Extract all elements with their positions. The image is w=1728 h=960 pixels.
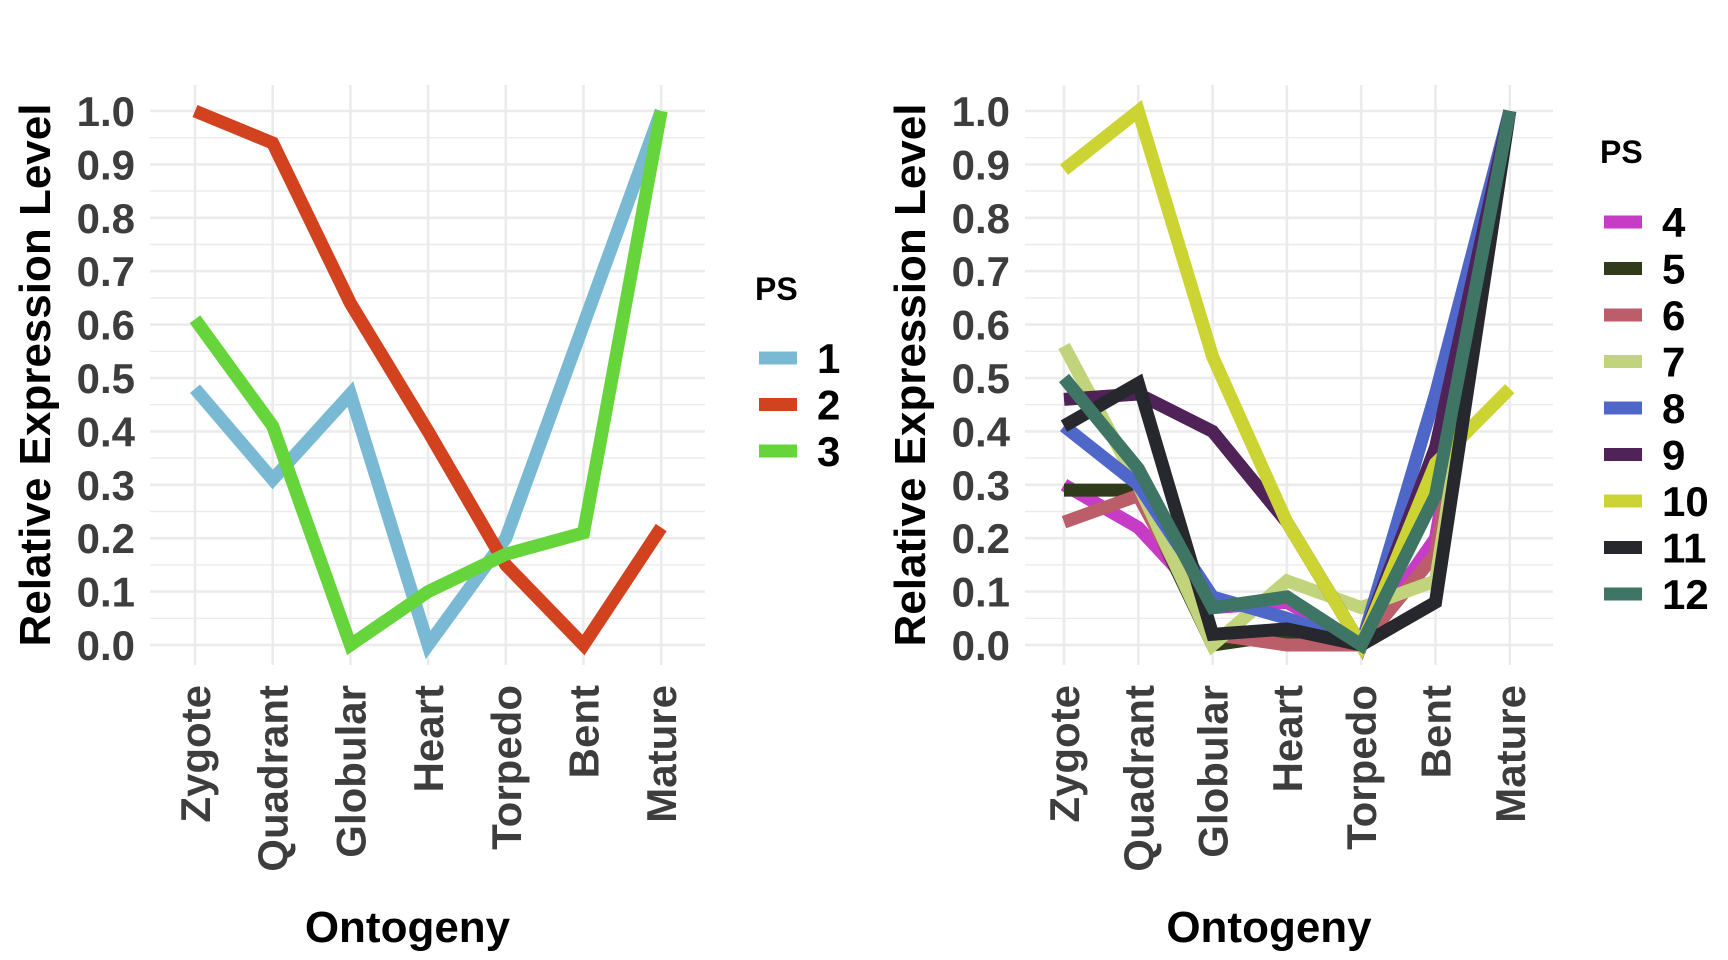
legend-label: 5	[1662, 246, 1685, 293]
y-tick-label: 0.4	[952, 408, 1011, 455]
y-tick-label: 0.1	[77, 569, 135, 616]
x-tick-label: Bent	[561, 685, 608, 778]
legend-title: PS	[1600, 134, 1643, 170]
x-tick-label: Heart	[405, 685, 452, 792]
legend-item-9: 9	[1604, 432, 1685, 479]
legend-label: 2	[817, 382, 840, 429]
legend-label: 8	[1662, 385, 1685, 432]
legend-item-6: 6	[1604, 292, 1685, 339]
x-tick-label: Globular	[327, 685, 374, 858]
y-tick-label: 0.9	[77, 141, 135, 188]
x-tick-labels: Zygote Quadrant Globular Heart Torpedo Bent Ma…	[1041, 685, 1534, 872]
legend-item-11: 11	[1604, 525, 1706, 572]
y-tick-label: 0.3	[77, 462, 135, 509]
x-tick-label: Torpedo	[483, 685, 530, 850]
x-axis-title: Ontogeny	[305, 903, 511, 952]
y-tick-label: 0.8	[77, 195, 135, 242]
series-line-2	[192, 104, 667, 656]
legend-item-12: 12	[1604, 571, 1709, 618]
series-line-12	[1058, 109, 1517, 655]
legend-item-5: 5	[1604, 246, 1685, 293]
y-tick-label: 0.6	[952, 302, 1010, 349]
legend-label: 10	[1662, 478, 1709, 525]
y-tick-labels: 0.0 0.1 0.2 0.3 0.4 0.5 0.6 0.7 0.8 0.9 1.0	[77, 88, 136, 669]
y-tick-label: 1.0	[77, 88, 135, 135]
x-tick-labels: Zygote Quadrant Globular Heart Torpedo Bent Ma…	[172, 685, 685, 872]
legend-item-3: 3	[759, 428, 840, 475]
y-tick-label: 0.7	[952, 248, 1010, 295]
legend-label: 7	[1662, 339, 1685, 386]
x-tick-label: Zygote	[172, 685, 219, 823]
legend-item-4: 4	[1604, 199, 1686, 246]
legend-label: 11	[1662, 525, 1706, 572]
legend-item-1: 1	[759, 335, 840, 382]
y-tick-label: 0.0	[77, 622, 135, 669]
legend-item-2: 2	[759, 382, 840, 429]
x-tick-label: Heart	[1264, 685, 1311, 792]
y-tick-label: 0.5	[952, 355, 1010, 402]
x-tick-label: Mature	[638, 685, 685, 823]
series-lines	[189, 104, 668, 660]
y-tick-label: 0.4	[77, 408, 136, 455]
x-tick-label: Quadrant	[250, 685, 297, 872]
y-tick-label: 0.2	[77, 515, 135, 562]
x-axis-title: Ontogeny	[1166, 903, 1372, 952]
y-tick-label: 0.9	[952, 141, 1010, 188]
series-line-8	[1059, 109, 1517, 654]
legend-label: 4	[1662, 199, 1686, 246]
legend: PS 123	[755, 271, 840, 475]
y-tick-label: 0.1	[952, 569, 1010, 616]
legend-label: 12	[1662, 571, 1709, 618]
legend-title: PS	[755, 271, 798, 307]
x-tick-label: Mature	[1487, 685, 1534, 823]
y-axis-title: Relative Expression Level	[11, 104, 60, 647]
y-tick-label: 0.2	[952, 515, 1010, 562]
x-tick-label: Globular	[1190, 685, 1237, 858]
series-line-1	[190, 108, 668, 660]
chart-panel-2: 0.0 0.1 0.2 0.3 0.4 0.5 0.6 0.7 0.8 0.9 1.0 Zygote Q…	[886, 85, 1709, 952]
legend-item-8: 8	[1604, 385, 1685, 432]
y-tick-label: 0.5	[77, 355, 135, 402]
y-tick-label: 0.7	[77, 248, 135, 295]
y-tick-label: 0.6	[77, 302, 135, 349]
legend-label: 1	[817, 335, 840, 382]
y-tick-labels: 0.0 0.1 0.2 0.3 0.4 0.5 0.6 0.7 0.8 0.9 1.0	[952, 88, 1011, 669]
y-tick-label: 1.0	[952, 88, 1010, 135]
y-axis-title: Relative Expression Level	[886, 104, 935, 647]
x-tick-label: Zygote	[1041, 685, 1088, 823]
y-tick-label: 0.8	[952, 195, 1010, 242]
y-tick-label: 0.3	[952, 462, 1010, 509]
y-tick-label: 0.0	[952, 622, 1010, 669]
series-lines	[1058, 99, 1517, 660]
x-tick-label: Bent	[1413, 685, 1460, 778]
legend-item-10: 10	[1604, 478, 1709, 525]
legend-label: 9	[1662, 432, 1685, 479]
legend-label: 3	[817, 428, 840, 475]
series-line-3	[189, 109, 668, 656]
x-tick-label: Quadrant	[1115, 685, 1162, 872]
legend-item-7: 7	[1604, 339, 1685, 386]
series-line-11	[1060, 110, 1517, 652]
x-tick-label: Torpedo	[1338, 685, 1385, 850]
chart-panel-1: 0.0 0.1 0.2 0.3 0.4 0.5 0.6 0.7 0.8 0.9 1.0 Zygote Q…	[11, 85, 840, 952]
legend-label: 6	[1662, 292, 1685, 339]
